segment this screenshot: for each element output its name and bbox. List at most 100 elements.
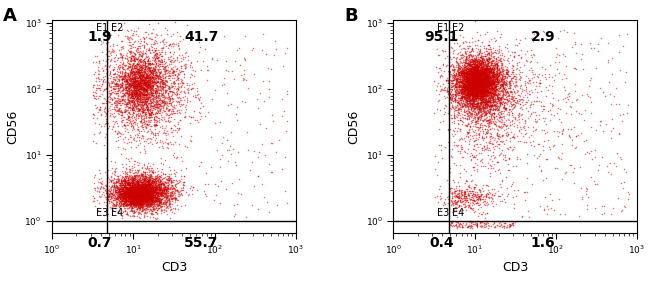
Point xyxy=(144,190,155,194)
Point xyxy=(124,91,135,96)
Point xyxy=(527,102,538,106)
Point xyxy=(467,75,478,80)
Point xyxy=(490,97,501,101)
Point xyxy=(473,91,484,96)
Point xyxy=(145,194,155,199)
Point xyxy=(471,78,481,82)
Point xyxy=(152,98,162,103)
Point xyxy=(137,66,148,70)
Point xyxy=(145,98,155,103)
Point xyxy=(128,191,138,196)
Point xyxy=(146,79,156,83)
Point xyxy=(482,76,492,81)
Point xyxy=(101,112,111,117)
Point xyxy=(475,87,486,92)
Point xyxy=(147,195,157,199)
Point xyxy=(129,199,140,203)
Point xyxy=(167,184,177,188)
Point xyxy=(474,108,484,112)
Point xyxy=(144,82,154,86)
Point xyxy=(156,89,166,93)
Point xyxy=(466,114,476,119)
Point xyxy=(136,79,147,83)
Point xyxy=(474,80,484,85)
Point xyxy=(127,192,137,197)
Point xyxy=(472,69,482,74)
Point xyxy=(139,184,150,189)
Point xyxy=(491,79,502,84)
Point xyxy=(115,181,125,185)
Point xyxy=(495,84,506,88)
Point xyxy=(482,81,492,85)
Point xyxy=(508,72,519,76)
Point xyxy=(460,200,470,204)
Point xyxy=(124,99,134,104)
Point xyxy=(127,185,137,190)
Point xyxy=(148,195,158,199)
Point xyxy=(119,185,129,189)
Point xyxy=(465,60,475,64)
Point xyxy=(131,144,142,149)
Point xyxy=(463,89,473,94)
Point xyxy=(161,194,171,199)
Point xyxy=(503,191,514,196)
Point xyxy=(154,199,164,204)
Point xyxy=(158,45,168,49)
Point xyxy=(145,108,155,113)
Point xyxy=(491,100,501,104)
Point xyxy=(133,93,143,98)
Point xyxy=(126,208,136,212)
Point xyxy=(141,191,151,196)
Point xyxy=(165,99,176,103)
Point xyxy=(502,67,512,72)
Point xyxy=(127,196,138,200)
Point xyxy=(449,112,460,117)
Point xyxy=(499,79,509,84)
Point xyxy=(494,69,504,74)
Point xyxy=(470,85,480,89)
Point xyxy=(153,62,163,67)
Point xyxy=(167,88,177,93)
Point xyxy=(122,119,132,124)
Point xyxy=(142,194,153,198)
Point xyxy=(479,76,489,80)
Point xyxy=(152,90,162,94)
Point xyxy=(476,56,487,60)
Point xyxy=(146,184,156,189)
Point xyxy=(153,186,164,191)
Point xyxy=(140,95,150,100)
Point xyxy=(484,85,494,90)
Point xyxy=(470,59,480,64)
Point xyxy=(488,94,498,99)
Point xyxy=(500,74,510,78)
Point xyxy=(469,113,480,117)
Point xyxy=(476,82,486,86)
Point xyxy=(159,207,169,212)
Point xyxy=(129,197,139,201)
Point xyxy=(469,139,479,143)
Point xyxy=(123,108,133,112)
Point xyxy=(478,79,488,84)
Point xyxy=(145,190,155,195)
Point xyxy=(480,147,491,151)
Point xyxy=(464,92,474,97)
Point xyxy=(107,112,118,116)
Point xyxy=(586,45,596,50)
Point xyxy=(125,191,136,195)
Point xyxy=(142,91,153,95)
Point xyxy=(451,199,462,204)
Point xyxy=(488,95,499,99)
Point xyxy=(458,70,468,75)
Point xyxy=(144,122,154,127)
Point xyxy=(147,108,157,112)
Point xyxy=(176,89,186,93)
Point xyxy=(112,199,122,204)
Point xyxy=(176,134,186,139)
Point xyxy=(467,74,478,79)
Point xyxy=(493,141,503,146)
Point xyxy=(497,69,508,74)
Point xyxy=(483,80,493,85)
Point xyxy=(471,119,481,124)
Point xyxy=(126,195,136,200)
Point xyxy=(120,124,130,128)
